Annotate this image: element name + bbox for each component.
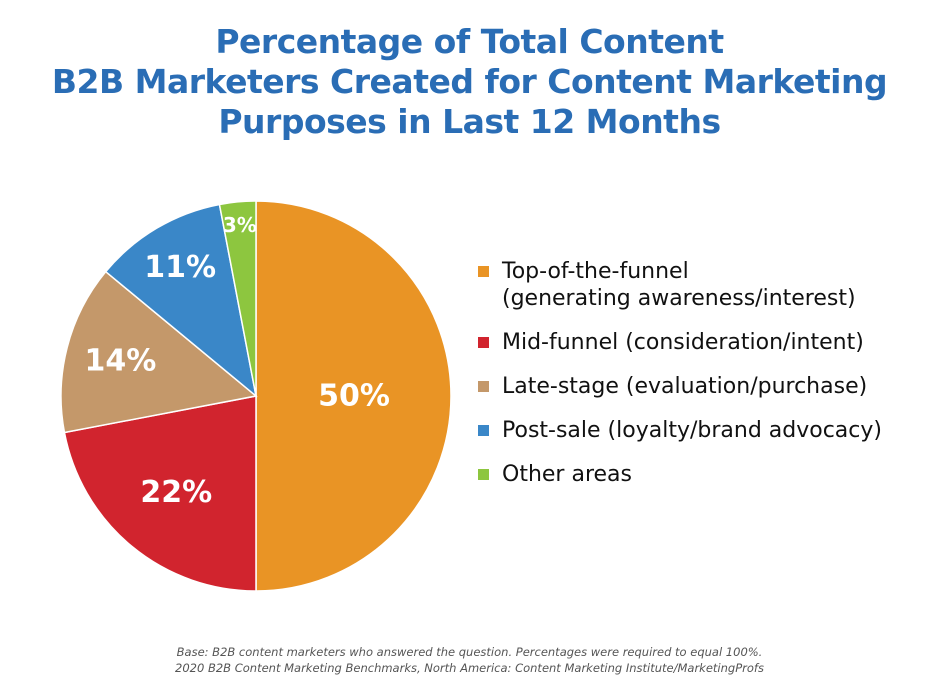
legend-swatch [478, 266, 489, 277]
legend-text: Top-of-the-funnel [502, 259, 689, 284]
slice-label: 50% [318, 379, 390, 414]
legend-label: Other areas [502, 462, 632, 487]
legend-label: Mid-funnel (consideration/intent) [502, 330, 864, 355]
legend-item: Late-stage (evaluation/purchase) [478, 373, 882, 400]
footnote-base: Base: B2B content marketers who answered… [176, 645, 763, 659]
legend: Top-of-the-funnel (generating awareness/i… [478, 258, 882, 505]
legend-label: Top-of-the-funnel (generating awareness/i… [502, 258, 856, 312]
legend-item: Post-sale (loyalty/brand advocacy) [478, 417, 882, 444]
pie-slice [104, 203, 258, 398]
title-line: B2B Marketers Created for Content Market… [51, 62, 888, 101]
legend-label: Post-sale (loyalty/brand advocacy) [502, 418, 882, 443]
slice-label: 14% [84, 344, 156, 379]
pie-slice [218, 200, 257, 397]
footnote: Base: B2B content marketers who answered… [0, 644, 939, 676]
pie-slice [255, 200, 452, 592]
legend-label: Late-stage (evaluation/purchase) [502, 374, 868, 399]
slice-label: 3% [223, 213, 257, 237]
legend-swatch [478, 337, 489, 348]
legend-swatch [478, 381, 489, 392]
legend-text: (generating awareness/interest) [502, 286, 856, 311]
legend-item: Top-of-the-funnel (generating awareness/i… [478, 258, 882, 312]
slice-label: 11% [144, 250, 216, 285]
legend-item: Mid-funnel (consideration/intent) [478, 329, 882, 356]
title-line: Purposes in Last 12 Months [218, 102, 721, 141]
footnote-source: 2020 B2B Content Marketing Benchmarks, N… [175, 661, 764, 675]
slice-label: 22% [140, 475, 212, 510]
legend-item: Other areas [478, 461, 882, 488]
legend-swatch [478, 469, 489, 480]
pie-slice [63, 395, 257, 592]
title-line: Percentage of Total Content [215, 22, 724, 61]
chart-title: Percentage of Total Content B2B Marketer… [0, 22, 939, 142]
legend-swatch [478, 425, 489, 436]
pie-slice [60, 270, 258, 434]
